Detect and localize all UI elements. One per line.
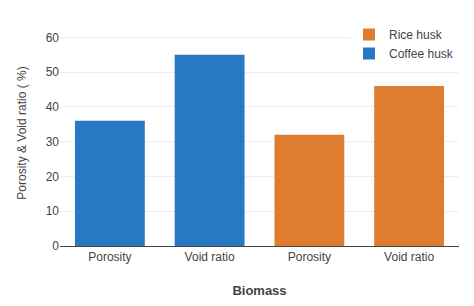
svg-text:Coffee husk: Coffee husk xyxy=(389,47,454,61)
svg-text:Porosity: Porosity xyxy=(88,250,131,264)
svg-text:Porosity & Void ratio ( %): Porosity & Void ratio ( %) xyxy=(15,66,29,199)
svg-text:Rice husk: Rice husk xyxy=(389,28,443,42)
svg-text:30: 30 xyxy=(46,135,60,149)
svg-text:60: 60 xyxy=(46,31,60,45)
svg-text:Void ratio: Void ratio xyxy=(185,250,235,264)
svg-text:Biomass: Biomass xyxy=(232,283,286,298)
svg-text:40: 40 xyxy=(46,100,60,114)
svg-text:Void ratio: Void ratio xyxy=(384,250,434,264)
svg-text:0: 0 xyxy=(52,239,59,253)
svg-text:Porosity: Porosity xyxy=(288,250,331,264)
svg-text:20: 20 xyxy=(46,170,60,184)
svg-text:10: 10 xyxy=(46,204,60,218)
svg-text:50: 50 xyxy=(46,65,60,79)
